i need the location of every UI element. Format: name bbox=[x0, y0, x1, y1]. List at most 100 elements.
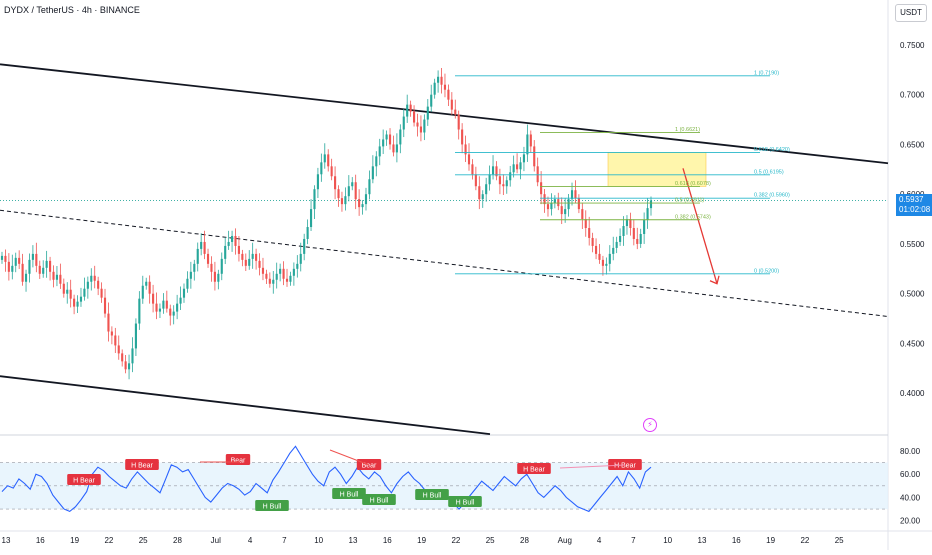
time-tick-label: Jul bbox=[211, 536, 221, 545]
time-tick-label: 13 bbox=[349, 536, 358, 545]
candle-body bbox=[203, 241, 206, 254]
candle-body bbox=[62, 283, 65, 294]
candle-body bbox=[127, 363, 131, 370]
candle-body bbox=[375, 156, 378, 167]
candle-body bbox=[86, 281, 89, 289]
candle-body bbox=[251, 253, 254, 259]
candle-body bbox=[423, 119, 426, 133]
candle-body bbox=[103, 297, 107, 314]
candle-body bbox=[485, 184, 488, 195]
candle-body bbox=[18, 257, 21, 264]
candle-body bbox=[316, 174, 319, 190]
price-axis-background bbox=[888, 0, 932, 550]
candle-body bbox=[577, 198, 580, 210]
bull-divergence-badge bbox=[332, 488, 366, 499]
candle-body bbox=[90, 275, 93, 282]
time-tick-label: 16 bbox=[732, 536, 741, 545]
candle-body bbox=[31, 253, 34, 260]
lightning-bolt-icon[interactable]: ⚡ bbox=[643, 418, 657, 432]
currency-unit-button[interactable]: USDT bbox=[895, 4, 927, 22]
candle-body bbox=[158, 308, 162, 312]
bar-countdown: 01:02:08 bbox=[899, 205, 931, 214]
candle-body bbox=[121, 353, 124, 362]
divergence-label: H Bull bbox=[340, 492, 359, 499]
candle-body bbox=[73, 298, 76, 307]
time-tick-label: 19 bbox=[70, 536, 79, 545]
candle-body bbox=[553, 199, 556, 204]
candle-body bbox=[522, 154, 526, 163]
candle-body bbox=[498, 176, 501, 185]
rsi-line bbox=[1, 445, 652, 513]
candle-body bbox=[224, 245, 227, 259]
candle-body bbox=[347, 186, 350, 197]
candle-body bbox=[66, 289, 69, 294]
candle-body bbox=[378, 146, 381, 157]
candle-body bbox=[152, 293, 155, 304]
time-tick-label: 16 bbox=[36, 536, 45, 545]
bull-divergence-badge bbox=[362, 494, 396, 505]
candle-body bbox=[45, 260, 48, 268]
candle-body bbox=[598, 253, 601, 260]
candle-body bbox=[519, 162, 522, 170]
candle-body bbox=[392, 144, 395, 153]
candle-body bbox=[309, 209, 313, 228]
candle-body bbox=[165, 300, 168, 309]
divergence-label: H Bull bbox=[370, 498, 389, 505]
candle-body bbox=[570, 190, 574, 200]
candle-body bbox=[7, 261, 10, 272]
fibonacci-levels: 1 (0.7190) 1 (0.6621) 0.618 (0.6420) 0.5 (0… bbox=[455, 70, 790, 274]
candle-body bbox=[220, 258, 223, 274]
candle-body bbox=[605, 263, 608, 266]
candle-body bbox=[481, 194, 484, 200]
candle-body bbox=[206, 253, 210, 264]
time-tick-label: 7 bbox=[282, 536, 287, 545]
candle-body bbox=[28, 259, 31, 274]
candle-body bbox=[231, 235, 234, 242]
candle-body bbox=[182, 288, 186, 298]
candle-body bbox=[189, 271, 192, 279]
candle-body bbox=[275, 273, 278, 280]
candle-body bbox=[320, 162, 323, 175]
candle-body bbox=[536, 166, 539, 183]
candle-body bbox=[543, 194, 546, 205]
candle-body bbox=[495, 166, 498, 177]
candle-body bbox=[107, 313, 110, 332]
candle-body bbox=[21, 263, 24, 282]
candle-body bbox=[261, 267, 265, 274]
candle-body bbox=[255, 253, 258, 261]
candle-body bbox=[155, 303, 158, 312]
candle-body bbox=[93, 275, 96, 281]
bull-divergence-badge bbox=[448, 496, 482, 507]
candle-body bbox=[612, 247, 615, 254]
candle-body bbox=[467, 154, 471, 165]
candle-body bbox=[426, 106, 429, 120]
candle-body bbox=[649, 200, 653, 209]
candle-body bbox=[131, 348, 134, 364]
candle-body bbox=[443, 84, 447, 90]
candle-body bbox=[388, 134, 392, 145]
candle-body bbox=[169, 308, 172, 316]
projection-arrowhead bbox=[709, 275, 720, 285]
candle-body bbox=[371, 166, 374, 180]
candle-body bbox=[337, 189, 340, 199]
fib-level-label: 0.618 (0.6420) bbox=[754, 147, 790, 153]
candle-body bbox=[588, 228, 591, 238]
candle-body bbox=[299, 253, 302, 264]
candle-body bbox=[59, 274, 62, 284]
candle-body bbox=[14, 257, 17, 266]
candle-body bbox=[419, 126, 422, 133]
divergence-label: H Bear bbox=[73, 478, 95, 485]
candle-body bbox=[234, 235, 237, 246]
candle-body bbox=[474, 174, 477, 187]
candle-body bbox=[97, 280, 100, 289]
candle-body bbox=[461, 129, 464, 145]
candle-body bbox=[124, 361, 127, 370]
channel-lower-line bbox=[0, 375, 491, 435]
bull-divergence-badge bbox=[415, 489, 449, 500]
projection-arrow bbox=[682, 168, 718, 284]
candle-body bbox=[340, 198, 344, 205]
rsi-tick-label: 20.00 bbox=[900, 517, 921, 526]
time-tick-label: 25 bbox=[486, 536, 495, 545]
